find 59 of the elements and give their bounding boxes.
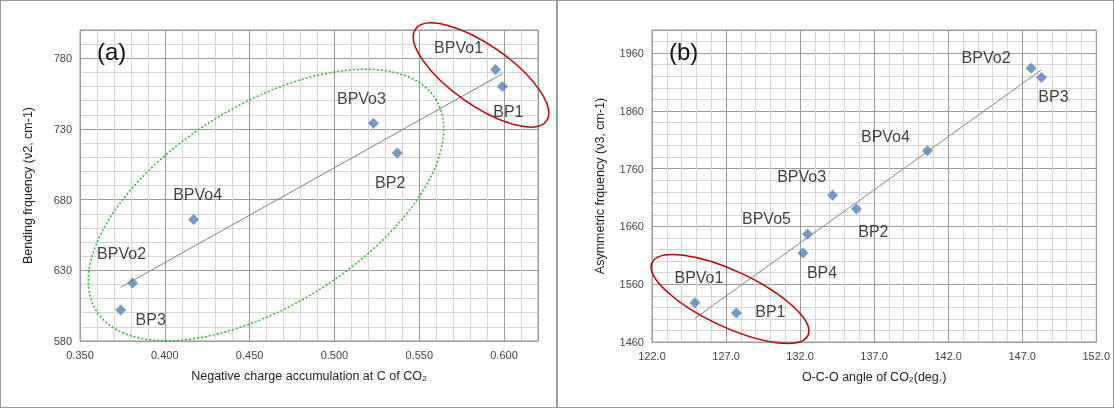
y-tick-label: 1960 (619, 47, 644, 60)
x-tick-label: 137.0 (860, 349, 888, 362)
annotation: BP2 (858, 222, 889, 240)
point (827, 189, 839, 201)
annotation: BP3 (1038, 87, 1069, 105)
point (1035, 71, 1047, 83)
annotation: BPVo4 (860, 128, 910, 146)
point (689, 297, 701, 309)
y-axis-title: Bending frquency (ν2, cm-1) (20, 106, 35, 265)
y-tick-label: 1560 (619, 278, 644, 291)
annotation: BP3 (135, 311, 166, 329)
y-tick-label: 730 (53, 122, 72, 135)
y-tick-label: 580 (53, 335, 72, 347)
point (496, 81, 508, 93)
y-tick-label: 1860 (619, 104, 644, 117)
point (850, 203, 862, 215)
x-tick-label: 0.550 (405, 348, 434, 361)
annotation: BP1 (755, 302, 786, 320)
x-tick-label: 0.600 (490, 348, 518, 361)
y-axis-title: Asymmetric frquency (ν3, cm-1) (592, 97, 607, 275)
annotation: BPVo1 (674, 269, 724, 287)
point (797, 247, 809, 259)
annotation: BPVo1 (434, 39, 484, 57)
annotation: BPVo3 (777, 167, 827, 185)
point (188, 213, 200, 225)
x-tick-label: 122.0 (638, 349, 666, 362)
point (367, 117, 379, 129)
point (115, 304, 127, 316)
annotation: BPVo4 (173, 185, 223, 203)
x-tick-label: 0.500 (320, 348, 349, 361)
y-tick-label: 1760 (619, 162, 644, 175)
y-tick-label: 780 (53, 52, 72, 65)
x-tick-label: 0.400 (151, 348, 179, 361)
x-tick-label: 132.0 (786, 349, 814, 362)
y-tick-label: 630 (53, 264, 72, 277)
x-axis-title: O-C-O angle of CO₂(deg.) (801, 369, 947, 384)
point (1025, 62, 1037, 74)
annotation: BP2 (375, 174, 406, 192)
chart-title: (a) (97, 37, 127, 65)
x-tick-label: 0.450 (235, 348, 264, 361)
annotation: BP1 (493, 103, 524, 121)
annotation: BPVo5 (742, 210, 792, 228)
annotation: BPVo2 (97, 244, 147, 262)
y-tick-label: 1460 (619, 336, 644, 348)
annotation: BPVo3 (336, 89, 387, 107)
point (490, 64, 502, 76)
x-tick-label: 147.0 (1008, 349, 1036, 362)
x-tick-label: 142.0 (934, 349, 962, 362)
point (391, 147, 403, 159)
x-tick-label: 127.0 (712, 349, 740, 362)
annotation: BPVo2 (961, 48, 1011, 66)
x-tick-label: 0.350 (66, 348, 94, 361)
x-axis-title: Negative charge accumulation at C of CO₂ (191, 368, 427, 383)
x-tick-label: 152.0 (1082, 349, 1110, 362)
annotation: BP4 (806, 263, 838, 281)
y-tick-label: 680 (53, 193, 72, 206)
chart-title: (b) (669, 37, 699, 65)
point (730, 307, 742, 319)
y-tick-label: 1660 (619, 220, 644, 233)
